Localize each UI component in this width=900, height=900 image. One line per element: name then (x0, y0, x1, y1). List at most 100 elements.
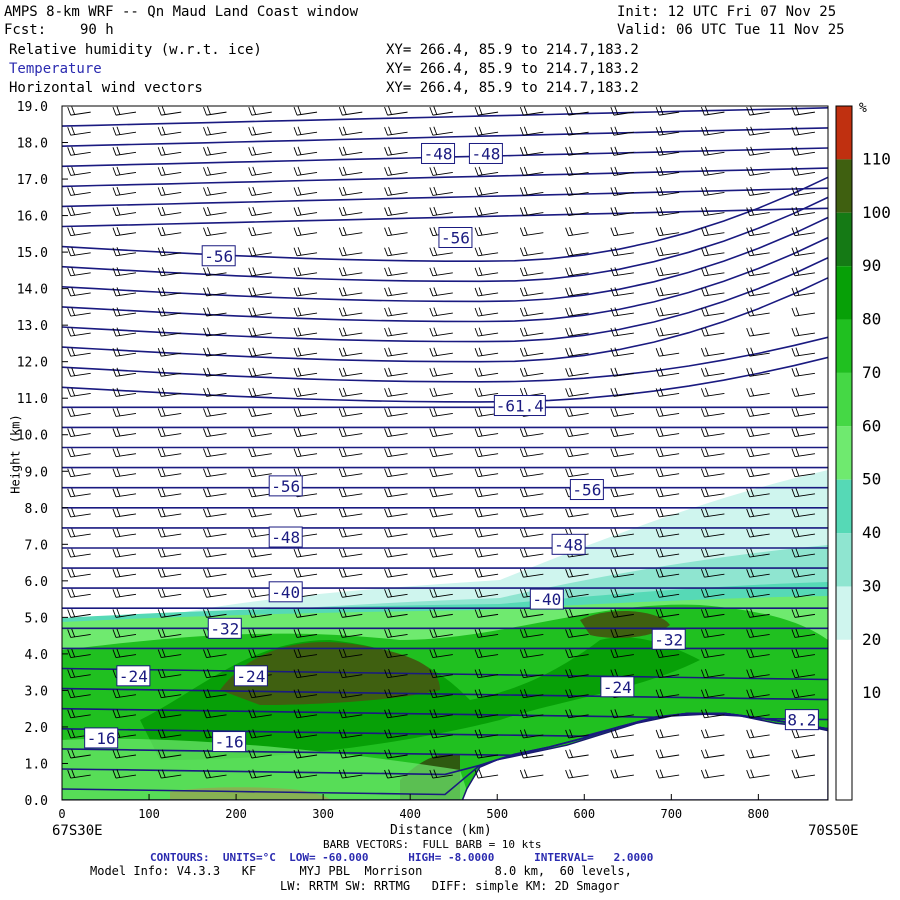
wind-barb (700, 206, 725, 217)
wind-barb (157, 387, 182, 397)
wind-barb (519, 267, 544, 277)
wind-barb (67, 307, 91, 317)
wind-barb (429, 468, 453, 478)
wind-barb (791, 488, 815, 498)
wind-barb (203, 427, 227, 438)
contour-label: -48 (551, 533, 586, 555)
wind-barb (384, 628, 408, 638)
wind-barb (565, 407, 589, 417)
wind-barb (338, 648, 363, 658)
wind-barb (700, 186, 725, 196)
wind-barb (429, 387, 453, 397)
wind-barb (248, 267, 272, 277)
colorbar-label: 50 (862, 470, 881, 489)
wind-barb (203, 267, 227, 277)
wind-barb (67, 447, 91, 458)
wind-barb (655, 588, 680, 598)
wind-barb (384, 407, 408, 417)
wind-barb (293, 548, 318, 558)
contour-label: -61.4 (493, 395, 546, 417)
wind-barb (610, 508, 634, 518)
wind-barb (791, 106, 815, 116)
wind-barb (746, 407, 770, 417)
wind-barb (565, 267, 589, 277)
wind-barb (474, 327, 499, 337)
wind-barb (67, 608, 91, 618)
wind-barb (519, 206, 544, 217)
wind-barb (248, 247, 272, 257)
y-tick-label: 10.0 (17, 429, 48, 444)
x-tick-label: 400 (399, 807, 421, 821)
wind-barb (338, 287, 363, 297)
wind-barb (112, 247, 137, 257)
wind-barb (565, 588, 589, 598)
wind-barb (293, 407, 318, 417)
wind-barb (655, 106, 680, 116)
wind-barb (112, 568, 137, 578)
contour-label: -24 (233, 665, 268, 687)
wind-barb (791, 548, 815, 558)
wind-barb (655, 186, 680, 196)
field-xy-temperature: XY= 266.4, 85.9 to 214.7,183.2 (386, 61, 639, 77)
wind-barb (655, 267, 680, 277)
wind-barb (519, 709, 544, 719)
contour-legend: CONTOURS: UNITS=°C LOW= -60.000 HIGH= -8… (150, 851, 654, 864)
wind-barb (700, 488, 725, 498)
wind-barb (429, 307, 453, 317)
wind-barb (791, 568, 815, 578)
wind-barb (791, 648, 815, 658)
wind-barb (746, 668, 770, 679)
wind-barb (565, 508, 589, 518)
wind-barb (655, 689, 680, 699)
wind-barb (112, 307, 137, 317)
wind-barb (338, 608, 363, 618)
wind-barb (338, 447, 363, 458)
wind-barb (203, 367, 227, 377)
wind-barb (565, 769, 589, 779)
wind-barb (565, 568, 589, 578)
wind-barb (746, 146, 770, 156)
wind-barb (610, 447, 634, 458)
wind-barb (700, 247, 725, 257)
colorbar-segment (836, 693, 852, 747)
wind-barb (429, 166, 453, 176)
wind-barb (429, 769, 453, 779)
wind-barb (429, 668, 453, 679)
wind-barb (157, 307, 182, 317)
wind-barb (610, 709, 634, 719)
contour-label: -24 (600, 676, 635, 698)
wind-barb (610, 628, 634, 638)
svg-text:-40: -40 (532, 590, 561, 609)
wind-barb (610, 729, 634, 739)
wind-barb (474, 568, 499, 578)
svg-text:-48: -48 (271, 528, 300, 547)
left-endpoint: 67S30E (52, 823, 103, 839)
wind-barb (700, 347, 725, 357)
wind-barb (791, 508, 815, 518)
wind-barb (610, 588, 634, 598)
wind-barb (67, 367, 91, 377)
wind-barb (293, 508, 318, 518)
wind-barb (67, 749, 91, 759)
wind-barb (746, 729, 770, 739)
wind-barb (655, 568, 680, 578)
isotherm-line (62, 127, 828, 147)
wind-barb (157, 166, 182, 176)
wind-barb (519, 247, 544, 257)
wind-barb (67, 769, 91, 779)
colorbar-segment (836, 533, 852, 587)
wind-barb (746, 267, 770, 277)
wind-barb (248, 166, 272, 176)
wind-barb (384, 769, 408, 779)
wind-barb (248, 608, 272, 618)
wind-barb (293, 307, 318, 317)
svg-text:-48: -48 (471, 144, 500, 163)
x-tick-label: 200 (225, 807, 247, 821)
wind-barb (429, 648, 453, 658)
wind-barb (610, 488, 634, 498)
wind-barb (655, 749, 680, 759)
wind-barb (112, 287, 137, 297)
wind-barb (203, 347, 227, 357)
wind-barb (157, 568, 182, 578)
field-xy-rh: XY= 266.4, 85.9 to 214.7,183.2 (386, 42, 639, 58)
